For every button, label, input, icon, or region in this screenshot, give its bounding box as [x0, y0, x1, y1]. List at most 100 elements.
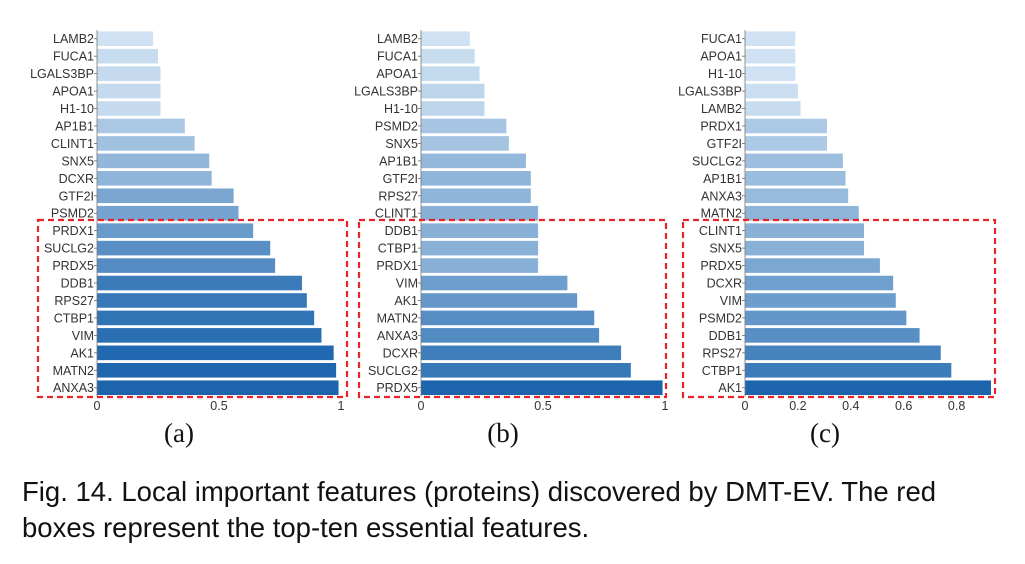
bar [421, 153, 526, 169]
bar [421, 293, 578, 308]
bar [745, 31, 796, 47]
bar [421, 83, 485, 99]
x-tick-label: 0.4 [842, 399, 859, 413]
category-label: PRDX1 [376, 259, 418, 273]
category-label: SNX5 [709, 242, 742, 256]
bar [421, 205, 539, 221]
category-label: AP1B1 [55, 119, 94, 133]
category-label: DCXR [383, 346, 418, 360]
bar [97, 275, 302, 291]
bar [745, 118, 827, 134]
bar [421, 188, 531, 204]
bar [97, 136, 195, 151]
bar [745, 136, 827, 151]
category-label: VIM [72, 329, 94, 343]
bar [421, 171, 531, 186]
category-label: FUCA1 [377, 50, 418, 64]
category-label: FUCA1 [701, 32, 742, 46]
category-label: RPS27 [378, 189, 418, 203]
bar [745, 171, 846, 186]
bar [745, 310, 907, 326]
figure-caption: Fig. 14. Local important features (prote… [22, 476, 937, 543]
bar [745, 240, 865, 256]
category-label: SNX5 [385, 137, 418, 151]
category-label: PRDX5 [700, 259, 742, 273]
category-label: CLINT1 [699, 224, 742, 238]
category-label: LGALS3BP [30, 67, 94, 81]
category-label: GTF2I [707, 137, 742, 151]
x-tick-label: 0 [94, 399, 101, 413]
bar [421, 223, 539, 238]
category-label: PSMD2 [51, 207, 94, 221]
chart-panel-a: 0 0.5 1 LAMB2 FUCA1 LGALS3BP APOA1 H1-10 AP1B1 CL… [30, 30, 349, 448]
chart-panel-b: 0 0.5 1 LAMB2 FUCA1 APOA1 LGALS3BP H1-10 PSMD2 SN… [354, 30, 669, 448]
category-label: PRDX5 [376, 381, 418, 395]
bar [97, 153, 210, 169]
category-label: AP1B1 [379, 154, 418, 168]
bar [97, 66, 161, 81]
x-tick-label: 0 [418, 399, 425, 413]
category-label: DDB1 [385, 224, 418, 238]
category-label: CLINT1 [375, 207, 418, 221]
category-label: SUCLG2 [368, 364, 418, 378]
category-label: SUCLG2 [692, 154, 742, 168]
bar [97, 31, 154, 47]
bar [97, 380, 339, 396]
category-label: MATN2 [701, 207, 742, 221]
bar [97, 258, 276, 273]
bar [745, 258, 880, 273]
category-label: PSMD2 [699, 311, 742, 325]
bar [97, 310, 315, 326]
bar [97, 293, 307, 308]
bar [97, 83, 161, 99]
category-label: APOA1 [52, 85, 94, 99]
category-label: MATN2 [377, 311, 418, 325]
bar [97, 328, 322, 343]
bar [97, 171, 212, 186]
bar [745, 66, 796, 81]
x-tick-label: 0.8 [948, 399, 965, 413]
x-tick-label: 0.5 [210, 399, 227, 413]
bar [97, 345, 334, 361]
category-label: PRDX1 [52, 224, 94, 238]
bar [97, 101, 161, 116]
bar [97, 205, 239, 221]
bar [745, 275, 894, 291]
x-tick-label: 0.6 [895, 399, 912, 413]
bar [421, 240, 539, 256]
category-label: PRDX5 [52, 259, 94, 273]
bar [421, 48, 475, 64]
bar [97, 240, 271, 256]
category-label: RPS27 [54, 294, 94, 308]
bar [745, 345, 941, 361]
category-label: GTF2I [383, 172, 418, 186]
bar [421, 31, 470, 47]
category-label: LAMB2 [53, 32, 94, 46]
category-label: SUCLG2 [44, 242, 94, 256]
bar [745, 293, 896, 308]
category-label: LAMB2 [701, 102, 742, 116]
category-label: VIM [720, 294, 742, 308]
category-label: AK1 [70, 346, 94, 360]
category-label: ANXA3 [53, 381, 94, 395]
bar [97, 362, 337, 378]
figure-panels: 0 0.5 1 LAMB2 FUCA1 LGALS3BP APOA1 H1-10 AP1B1 CL… [30, 30, 997, 448]
bar [745, 362, 952, 378]
bar [97, 48, 158, 64]
bar [421, 310, 595, 326]
chart-panel-c: 0 0.2 0.4 0.6 0.8 FUCA1 APOA1 H1-10 LGALS3BP LAMB… [678, 30, 997, 448]
category-label: PRDX1 [700, 119, 742, 133]
bar [97, 118, 185, 134]
bar [745, 380, 991, 396]
bar [745, 188, 849, 204]
x-tick-label: 0.5 [534, 399, 551, 413]
x-tick-label: 1 [662, 399, 669, 413]
top-ten-highlight-box [681, 218, 997, 399]
category-label: AP1B1 [703, 172, 742, 186]
category-label: PSMD2 [375, 119, 418, 133]
panel-label: (a) [164, 418, 194, 448]
category-label: DDB1 [61, 277, 94, 291]
category-label: DCXR [59, 172, 94, 186]
bar [421, 275, 568, 291]
bar [421, 66, 480, 81]
